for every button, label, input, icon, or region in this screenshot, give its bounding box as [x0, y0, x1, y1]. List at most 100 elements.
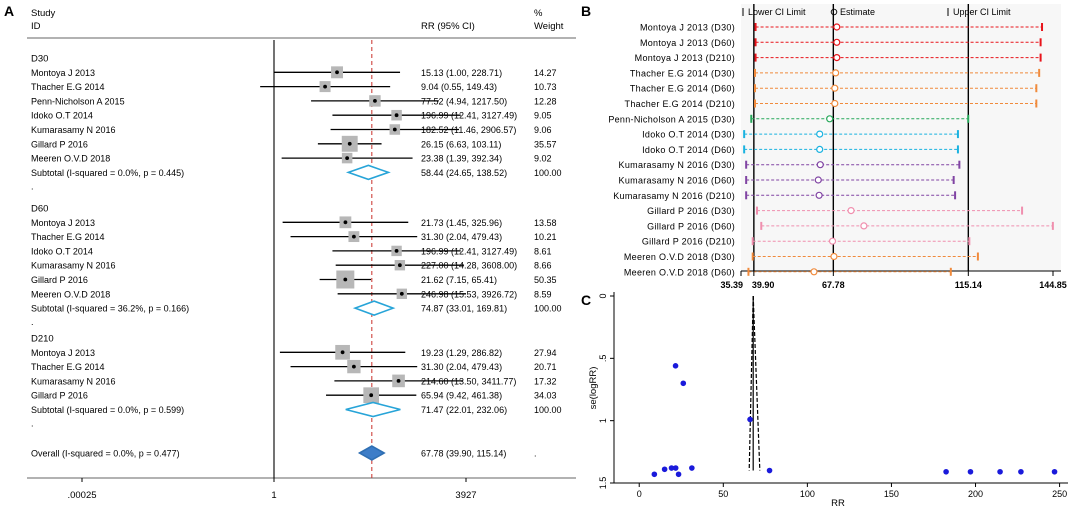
study-point-estimate [323, 84, 327, 89]
study-point-estimate [392, 127, 397, 132]
funnel-study-point [997, 468, 1003, 475]
interval-estimate-marker [833, 23, 841, 31]
legend-estimate: Estimate [840, 7, 875, 17]
study-label: Gillard P 2016 [31, 139, 88, 149]
funnel-study-point [680, 380, 687, 387]
weight-value: 35.57 [534, 139, 557, 149]
rr-ci-value: 214.60 (13.50, 3411.77) [421, 376, 516, 386]
rr-ci-value: 19.23 (1.29, 286.82) [421, 348, 502, 358]
spacer-dot: . [31, 181, 34, 191]
panel-c-label: C [581, 292, 591, 308]
study-label: Kumarasamy N 2016 [31, 376, 116, 386]
rr-ci-value: 246.98 (15.53, 3926.72) [421, 289, 517, 299]
panel-a-forest-plot: A Study ID RR (95% CI) % Weight D30 Monto… [4, 3, 576, 501]
pooled-diamond [345, 401, 401, 418]
interval-estimate-marker [810, 268, 818, 276]
study-point-estimate [343, 220, 348, 225]
interval-estimate-marker [832, 69, 840, 77]
study-label: Montoya J 2013 [31, 348, 95, 358]
study-point-estimate [394, 249, 399, 253]
study-label: Subtotal (I-squared = 36.2%, p = 0.166) [31, 304, 189, 314]
interval-estimate-marker [833, 53, 841, 62]
rr-ci-value: 21.62 (7.15, 65.41) [421, 275, 497, 285]
funnel-upper-bound [752, 295, 761, 471]
legend-lower: Lower CI Limit [748, 7, 806, 17]
funnel-study-point [943, 468, 949, 475]
weight-value: 100.00 [534, 168, 562, 178]
interval-row-label: Meeren O.V.D 2018 (D60) [624, 267, 735, 277]
funnel-study-point [672, 363, 679, 369]
rr-ci-value: 21.73 (1.45, 325.96) [421, 218, 502, 228]
study-label: Kumarasamy N 2016 [31, 261, 116, 271]
spacer-dot: . [31, 317, 34, 327]
funnel-study-point [747, 416, 753, 423]
rr-ci-value: 67.78 (39.90, 115.14) [421, 449, 506, 459]
interval-row-label: Gillard P 2016 (D30) [647, 206, 735, 216]
study-label: Overall (I-squared = 0.0%, p = 0.477) [31, 449, 180, 459]
panel-c-x-tick-label: 250 [1052, 489, 1067, 499]
interval-row-label: Thacher E.G 2014 (D210) [625, 99, 735, 109]
study-label: Subtotal (I-squared = 0.0%, p = 0.599) [31, 405, 184, 415]
panel-b-interval-plot: B Lower CI Limit Estimate Upper CI Limit… [581, 3, 1067, 290]
weight-value: 9.02 [534, 154, 552, 164]
header-id: ID [31, 21, 41, 32]
weight-value: 12.28 [534, 96, 557, 106]
interval-estimate-marker [828, 237, 837, 245]
header-rr-ci: RR (95% CI) [421, 21, 475, 32]
rr-ci-value: 182.52 (11.46, 2906.57) [421, 125, 516, 135]
study-point-estimate [396, 379, 401, 383]
rr-ci-value: 31.30 (2.04, 479.43) [421, 362, 502, 372]
study-point-estimate [340, 350, 345, 355]
interval-row-label: Kumarasamy N 2016 (D210) [613, 191, 735, 201]
weight-value: 9.06 [534, 125, 552, 135]
study-label: Meeren O.V.D 2018 [31, 289, 110, 299]
panel-a-x-tick-label: .00025 [67, 490, 96, 501]
funnel-study-point [689, 465, 695, 471]
funnel-study-point [651, 471, 658, 478]
study-label: Idoko O.T 2014 [31, 246, 93, 256]
panel-b-x-tick-label: 67.78 [822, 280, 845, 290]
panel-b-x-tick-label: 39.90 [752, 280, 775, 290]
rr-ci-value: 58.44 (24.65, 138.52) [421, 168, 507, 178]
panel-b-x-tick-label: 115.14 [955, 280, 982, 290]
funnel-study-point [672, 465, 679, 471]
rr-ci-value: 71.47 (22.01, 232.06) [421, 405, 507, 415]
study-point-estimate [343, 277, 348, 282]
interval-row-label: Kumarasamy N 2016 (D30) [619, 160, 735, 170]
weight-value: 8.61 [534, 246, 552, 256]
rr-ci-value: 15.13 (1.00, 228.71) [421, 68, 502, 78]
weight-value: 20.71 [534, 362, 557, 372]
interval-estimate-marker [814, 176, 822, 184]
study-point-estimate [347, 141, 352, 146]
funnel-study-point [668, 465, 675, 471]
panel-c-y-tick-label: 1 [598, 418, 608, 423]
study-label: Kumarasamy N 2016 [31, 125, 116, 135]
panel-c-x-tick-label: 0 [637, 489, 642, 499]
study-label: Thacher E.G 2014 [31, 82, 105, 92]
panel-b-plot-area [741, 4, 1061, 271]
rr-ci-value: 9.04 (0.55, 149.43) [421, 82, 497, 92]
funnel-lower-bound [748, 295, 754, 471]
weight-value: 17.32 [534, 376, 557, 386]
funnel-study-point [766, 467, 773, 474]
group-label: D210 [31, 334, 54, 345]
rr-ci-value: 74.87 (33.01, 169.81) [421, 304, 507, 314]
panel-c-y-tick-label: .5 [598, 355, 608, 363]
weight-value: 100.00 [534, 304, 562, 314]
funnel-study-point [675, 471, 682, 478]
panel-a-x-tick-label: 3927 [455, 490, 476, 501]
funnel-study-point [1018, 468, 1024, 475]
interval-row-label: Montoya J 2013 (D60) [640, 38, 735, 48]
rr-ci-value: 23.38 (1.39, 392.34) [421, 154, 502, 164]
weight-value: 34.03 [534, 391, 557, 401]
weight-value: 10.21 [534, 232, 557, 242]
study-point-estimate [397, 263, 402, 268]
interval-row-label: Thacher E.G 2014 (D30) [630, 68, 735, 78]
panel-c-y-label: se(logRR) [588, 367, 599, 410]
interval-estimate-marker [831, 84, 839, 92]
interval-estimate-marker [830, 252, 838, 261]
weight-value: 14.27 [534, 68, 557, 78]
interval-estimate-marker [816, 130, 824, 138]
study-label: Thacher E.G 2014 [31, 362, 105, 372]
header-percent: % [534, 8, 543, 19]
